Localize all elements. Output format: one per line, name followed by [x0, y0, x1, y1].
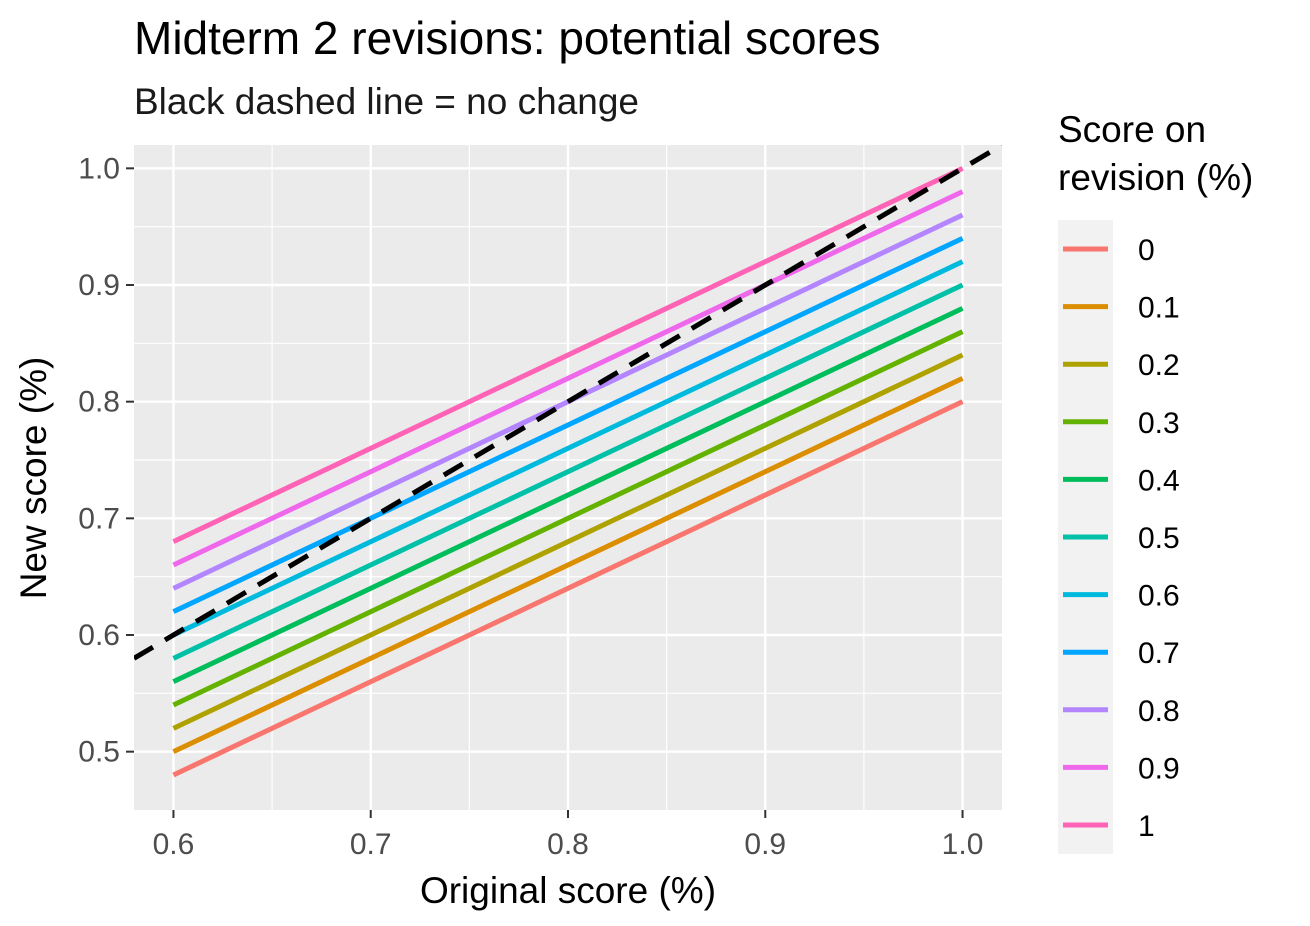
series-line-0.5: [172, 282, 964, 661]
y-tick-label: 0.5: [78, 736, 120, 769]
legend-label-0.1: 0.1: [1138, 292, 1180, 325]
y-tick-label: 0.7: [78, 502, 120, 535]
legend-title-line-2: revision (%): [1058, 157, 1253, 198]
legend-label-0.9: 0.9: [1138, 752, 1180, 785]
legend-label-1: 1: [1138, 810, 1155, 843]
x-tick-label: 0.9: [744, 828, 786, 861]
y-tick-label: 1.0: [78, 152, 120, 185]
y-axis-ticks: 0.5 0.6 0.7 0.8 0.9 1.0: [78, 152, 134, 769]
x-tick-label: 0.8: [547, 828, 589, 861]
legend-label-0.4: 0.4: [1138, 464, 1180, 497]
y-axis-title: New score (%): [13, 357, 54, 600]
series-line-0.4: [172, 306, 964, 684]
no-change-reference-line: [134, 145, 1002, 661]
chart-title: Midterm 2 revisions: potential scores: [134, 12, 881, 64]
x-tick-label: 0.6: [153, 828, 195, 861]
x-tick-label: 0.7: [350, 828, 392, 861]
legend-label-0: 0: [1138, 234, 1155, 267]
series-line-0.1: [172, 376, 964, 754]
series-line-0.9: [172, 189, 964, 568]
y-tick-label: 0.8: [78, 386, 120, 419]
legend-items: 0 0.1 0.2 0.3 0.4 0.5 0.6 0.7 0.8 0.9 1: [1063, 234, 1180, 843]
legend-label-0.8: 0.8: [1138, 695, 1180, 728]
y-tick-label: 0.6: [78, 619, 120, 652]
legend-label-0.7: 0.7: [1138, 637, 1180, 670]
legend-label-0.6: 0.6: [1138, 580, 1180, 613]
legend: Score on revision (%) 0 0.1 0.2 0.3 0.4 0.5 0.…: [1058, 109, 1253, 854]
series-line-0.2: [172, 352, 964, 731]
legend-label-0.2: 0.2: [1138, 349, 1180, 382]
series-line-0: [172, 399, 964, 778]
chart-subtitle: Black dashed line = no change: [134, 81, 639, 122]
series-line-0.3: [172, 329, 964, 708]
legend-label-0.3: 0.3: [1138, 407, 1180, 440]
series-line-1: [172, 166, 964, 544]
series-line-0.6: [172, 259, 964, 638]
x-axis-ticks: 0.6 0.7 0.8 0.9 1.0: [153, 810, 984, 861]
legend-title-line-1: Score on: [1058, 109, 1206, 150]
series-line-0.7: [172, 236, 964, 614]
legend-label-0.5: 0.5: [1138, 522, 1180, 555]
x-axis-title: Original score (%): [420, 870, 716, 911]
major-gridlines: [134, 145, 1002, 810]
series-lines: [172, 166, 964, 778]
y-tick-label: 0.9: [78, 269, 120, 302]
x-tick-label: 1.0: [942, 828, 984, 861]
